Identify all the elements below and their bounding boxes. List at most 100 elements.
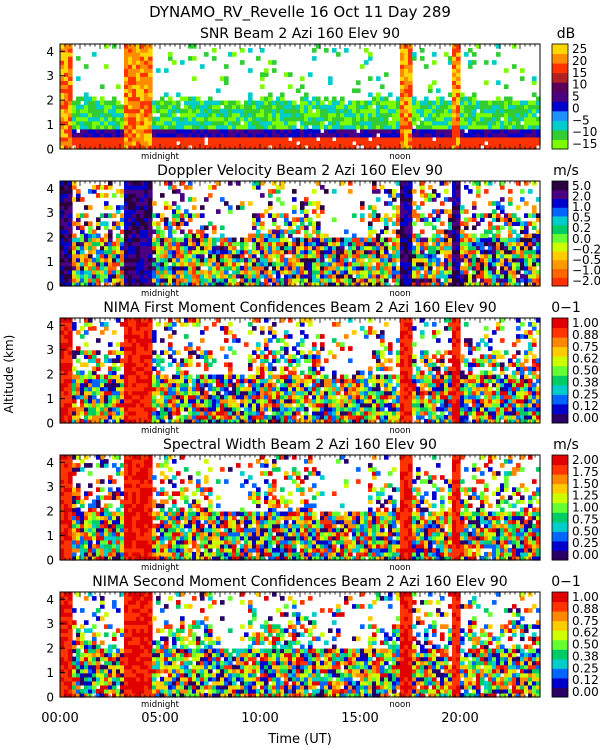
heatmap-cell	[356, 237, 361, 243]
heatmap-cell	[128, 48, 133, 53]
heatmap-cell	[372, 281, 377, 287]
heatmap-cell	[468, 60, 473, 65]
heatmap-cell	[396, 277, 401, 283]
heatmap-cell	[256, 233, 261, 239]
heatmap-cell	[200, 136, 205, 142]
heatmap-cell	[172, 60, 177, 65]
heatmap-cell	[140, 346, 145, 351]
heatmap-cell	[288, 241, 293, 247]
heatmap-cell	[456, 265, 461, 271]
heatmap-cell	[76, 414, 81, 420]
heatmap-cell	[452, 281, 457, 287]
heatmap-cell	[220, 233, 225, 239]
heatmap-cell	[340, 273, 345, 279]
heatmap-cell	[404, 60, 409, 65]
heatmap-cell	[440, 100, 445, 106]
heatmap-cell	[92, 366, 97, 372]
heatmap-cell	[408, 253, 413, 259]
panel-title: NIMA First Moment Confidences Beam 2 Azi…	[103, 300, 496, 316]
heatmap-cell	[128, 233, 133, 239]
heatmap-cell	[124, 334, 129, 339]
heatmap-cell	[160, 398, 165, 404]
heatmap-cell	[456, 257, 461, 263]
heatmap-cell	[184, 382, 189, 388]
heatmap-cell	[400, 60, 405, 65]
heatmap-cell	[96, 104, 101, 110]
heatmap-cell	[60, 136, 65, 142]
heatmap-cell	[376, 245, 381, 251]
heatmap-cell	[492, 253, 497, 259]
heatmap-cell	[428, 88, 433, 94]
heatmap-cell	[144, 370, 149, 376]
heatmap-cell	[152, 390, 157, 396]
heatmap-cell	[68, 277, 73, 283]
heatmap-cell	[392, 277, 397, 283]
heatmap-cell	[128, 362, 133, 368]
heatmap-cell	[332, 257, 337, 263]
heatmap-cell	[444, 181, 449, 186]
heatmap-cell	[400, 185, 405, 190]
heatmap-cell	[144, 193, 149, 198]
heatmap-cell	[84, 92, 89, 98]
heatmap-cell	[536, 128, 541, 134]
heatmap-cell	[176, 92, 181, 98]
heatmap-cell	[136, 374, 141, 380]
heatmap-cell	[372, 277, 377, 283]
heatmap-cell	[156, 221, 161, 227]
heatmap-cell	[328, 132, 333, 138]
heatmap-cell	[184, 277, 189, 283]
heatmap-cell	[104, 406, 109, 412]
heatmap-cell	[200, 281, 205, 287]
heatmap-cell	[528, 245, 533, 251]
heatmap-cell	[280, 237, 285, 243]
heatmap-cell	[400, 120, 405, 126]
heatmap-cell	[292, 124, 297, 130]
heatmap-cell	[64, 60, 69, 65]
heatmap-cell	[160, 108, 165, 114]
heatmap-cell	[524, 120, 529, 126]
heatmap-cell	[192, 197, 197, 202]
heatmap-cell	[480, 257, 485, 263]
heatmap-cell	[100, 144, 105, 150]
heatmap-cell	[440, 136, 445, 142]
heatmap-cell	[84, 100, 89, 106]
heatmap-cell	[208, 261, 213, 267]
heatmap-cell	[340, 245, 345, 251]
heatmap-cell	[380, 108, 385, 114]
heatmap-cell	[188, 140, 193, 146]
heatmap-cell	[192, 394, 197, 400]
heatmap-cell	[104, 418, 109, 424]
heatmap-cell	[64, 140, 69, 146]
heatmap-cell	[288, 116, 293, 122]
heatmap-cell	[396, 241, 401, 247]
heatmap-cell	[100, 241, 105, 247]
heatmap-cell	[152, 241, 157, 247]
heatmap-cell	[160, 136, 165, 142]
heatmap-cell	[520, 144, 525, 150]
heatmap-cell	[284, 249, 289, 255]
heatmap-cell	[160, 245, 165, 251]
heatmap-cell	[268, 253, 273, 259]
heatmap-cell	[212, 140, 217, 146]
heatmap-cell	[452, 213, 457, 218]
heatmap-cell	[352, 253, 357, 259]
heatmap-cell	[80, 362, 85, 368]
heatmap-cell	[388, 261, 393, 267]
heatmap-cell	[376, 197, 381, 202]
heatmap-cell	[132, 48, 137, 53]
heatmap-cell	[476, 265, 481, 271]
heatmap-cell	[104, 104, 109, 110]
heatmap-cell	[516, 132, 521, 138]
heatmap-cell	[252, 241, 257, 247]
panel-1: SNR Beam 2 Azi 160 Elev 90 dB43210midnigh…	[46, 26, 597, 162]
heatmap-cell	[352, 144, 357, 150]
heatmap-cell	[144, 56, 149, 61]
heatmap-cell	[68, 386, 73, 392]
heatmap-cell	[84, 418, 89, 424]
heatmap-cell	[72, 382, 77, 388]
heatmap-cell	[512, 273, 517, 279]
heatmap-cell	[64, 189, 69, 194]
heatmap-cell	[312, 120, 317, 126]
heatmap-cell	[100, 414, 105, 420]
heatmap-cell	[300, 205, 305, 210]
